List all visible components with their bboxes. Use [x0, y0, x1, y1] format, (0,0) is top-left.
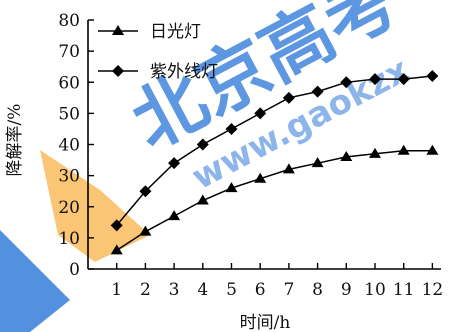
data-point-triangle: [225, 182, 238, 193]
legend: 日光灯 紫外线灯: [98, 22, 218, 82]
data-point-triangle: [340, 150, 353, 161]
x-tick-label: 11: [393, 280, 415, 300]
y-tick-label: 10: [58, 229, 80, 249]
data-point-triangle: [196, 194, 209, 205]
y-tick-label: 70: [58, 42, 80, 62]
y-tick-label: 80: [58, 11, 80, 31]
legend-label-series-1: 日光灯: [150, 22, 201, 42]
y-tick-label: 0: [69, 260, 80, 280]
x-tick-label: 7: [283, 280, 294, 300]
y-tick-label: 20: [58, 198, 80, 218]
data-point-triangle: [311, 157, 324, 168]
data-point-diamond: [368, 73, 381, 86]
data-point-triangle: [397, 144, 410, 155]
x-tick-label: 1: [111, 280, 122, 300]
x-tick-label: 10: [364, 280, 386, 300]
y-tick-label: 30: [58, 167, 80, 187]
y-tick-label: 40: [58, 136, 80, 156]
series-line-1: [116, 149, 433, 251]
legend-marker-triangle: [112, 25, 124, 35]
series-layer: [110, 70, 439, 255]
data-point-diamond: [139, 185, 152, 198]
x-axis-title: 时间/h: [240, 313, 291, 332]
watermark-blue-chevron: [0, 230, 70, 332]
x-tick-label: 4: [197, 280, 208, 300]
legend-marker-diamond: [112, 65, 124, 77]
data-point-diamond: [110, 219, 123, 232]
x-ticks: 1 2 3 4 5 6 7 8 9 10 11 12: [111, 263, 443, 300]
data-point-diamond: [225, 122, 238, 135]
data-point-diamond: [196, 138, 209, 151]
x-tick-label: 12: [422, 280, 444, 300]
data-point-triangle: [139, 225, 152, 236]
y-ticks: 0 10 20 30 40 50 60 70 80: [58, 11, 94, 280]
data-point-triangle: [168, 210, 181, 221]
data-point-triangle: [254, 172, 267, 183]
data-point-diamond: [340, 76, 353, 89]
x-tick-label: 8: [312, 280, 323, 300]
data-point-diamond: [282, 91, 295, 104]
data-point-diamond: [397, 73, 410, 86]
data-point-diamond: [311, 85, 324, 98]
data-point-triangle: [110, 244, 123, 255]
data-point-triangle: [426, 144, 439, 155]
x-tick-label: 6: [255, 280, 266, 300]
legend-label-series-2: 紫外线灯: [150, 62, 218, 82]
watermark-orange-chevron: [40, 150, 150, 262]
data-point-triangle: [282, 163, 295, 174]
x-tick-label: 2: [140, 280, 151, 300]
y-tick-label: 60: [58, 73, 80, 93]
data-point-diamond: [168, 157, 181, 170]
data-point-diamond: [254, 107, 267, 120]
x-tick-label: 3: [169, 280, 180, 300]
y-tick-label: 50: [58, 104, 80, 124]
data-point-diamond: [426, 70, 439, 83]
y-axis-title: 降解率/%: [5, 104, 25, 177]
x-tick-label: 9: [341, 280, 352, 300]
data-point-triangle: [368, 147, 381, 158]
x-tick-label: 5: [226, 280, 237, 300]
